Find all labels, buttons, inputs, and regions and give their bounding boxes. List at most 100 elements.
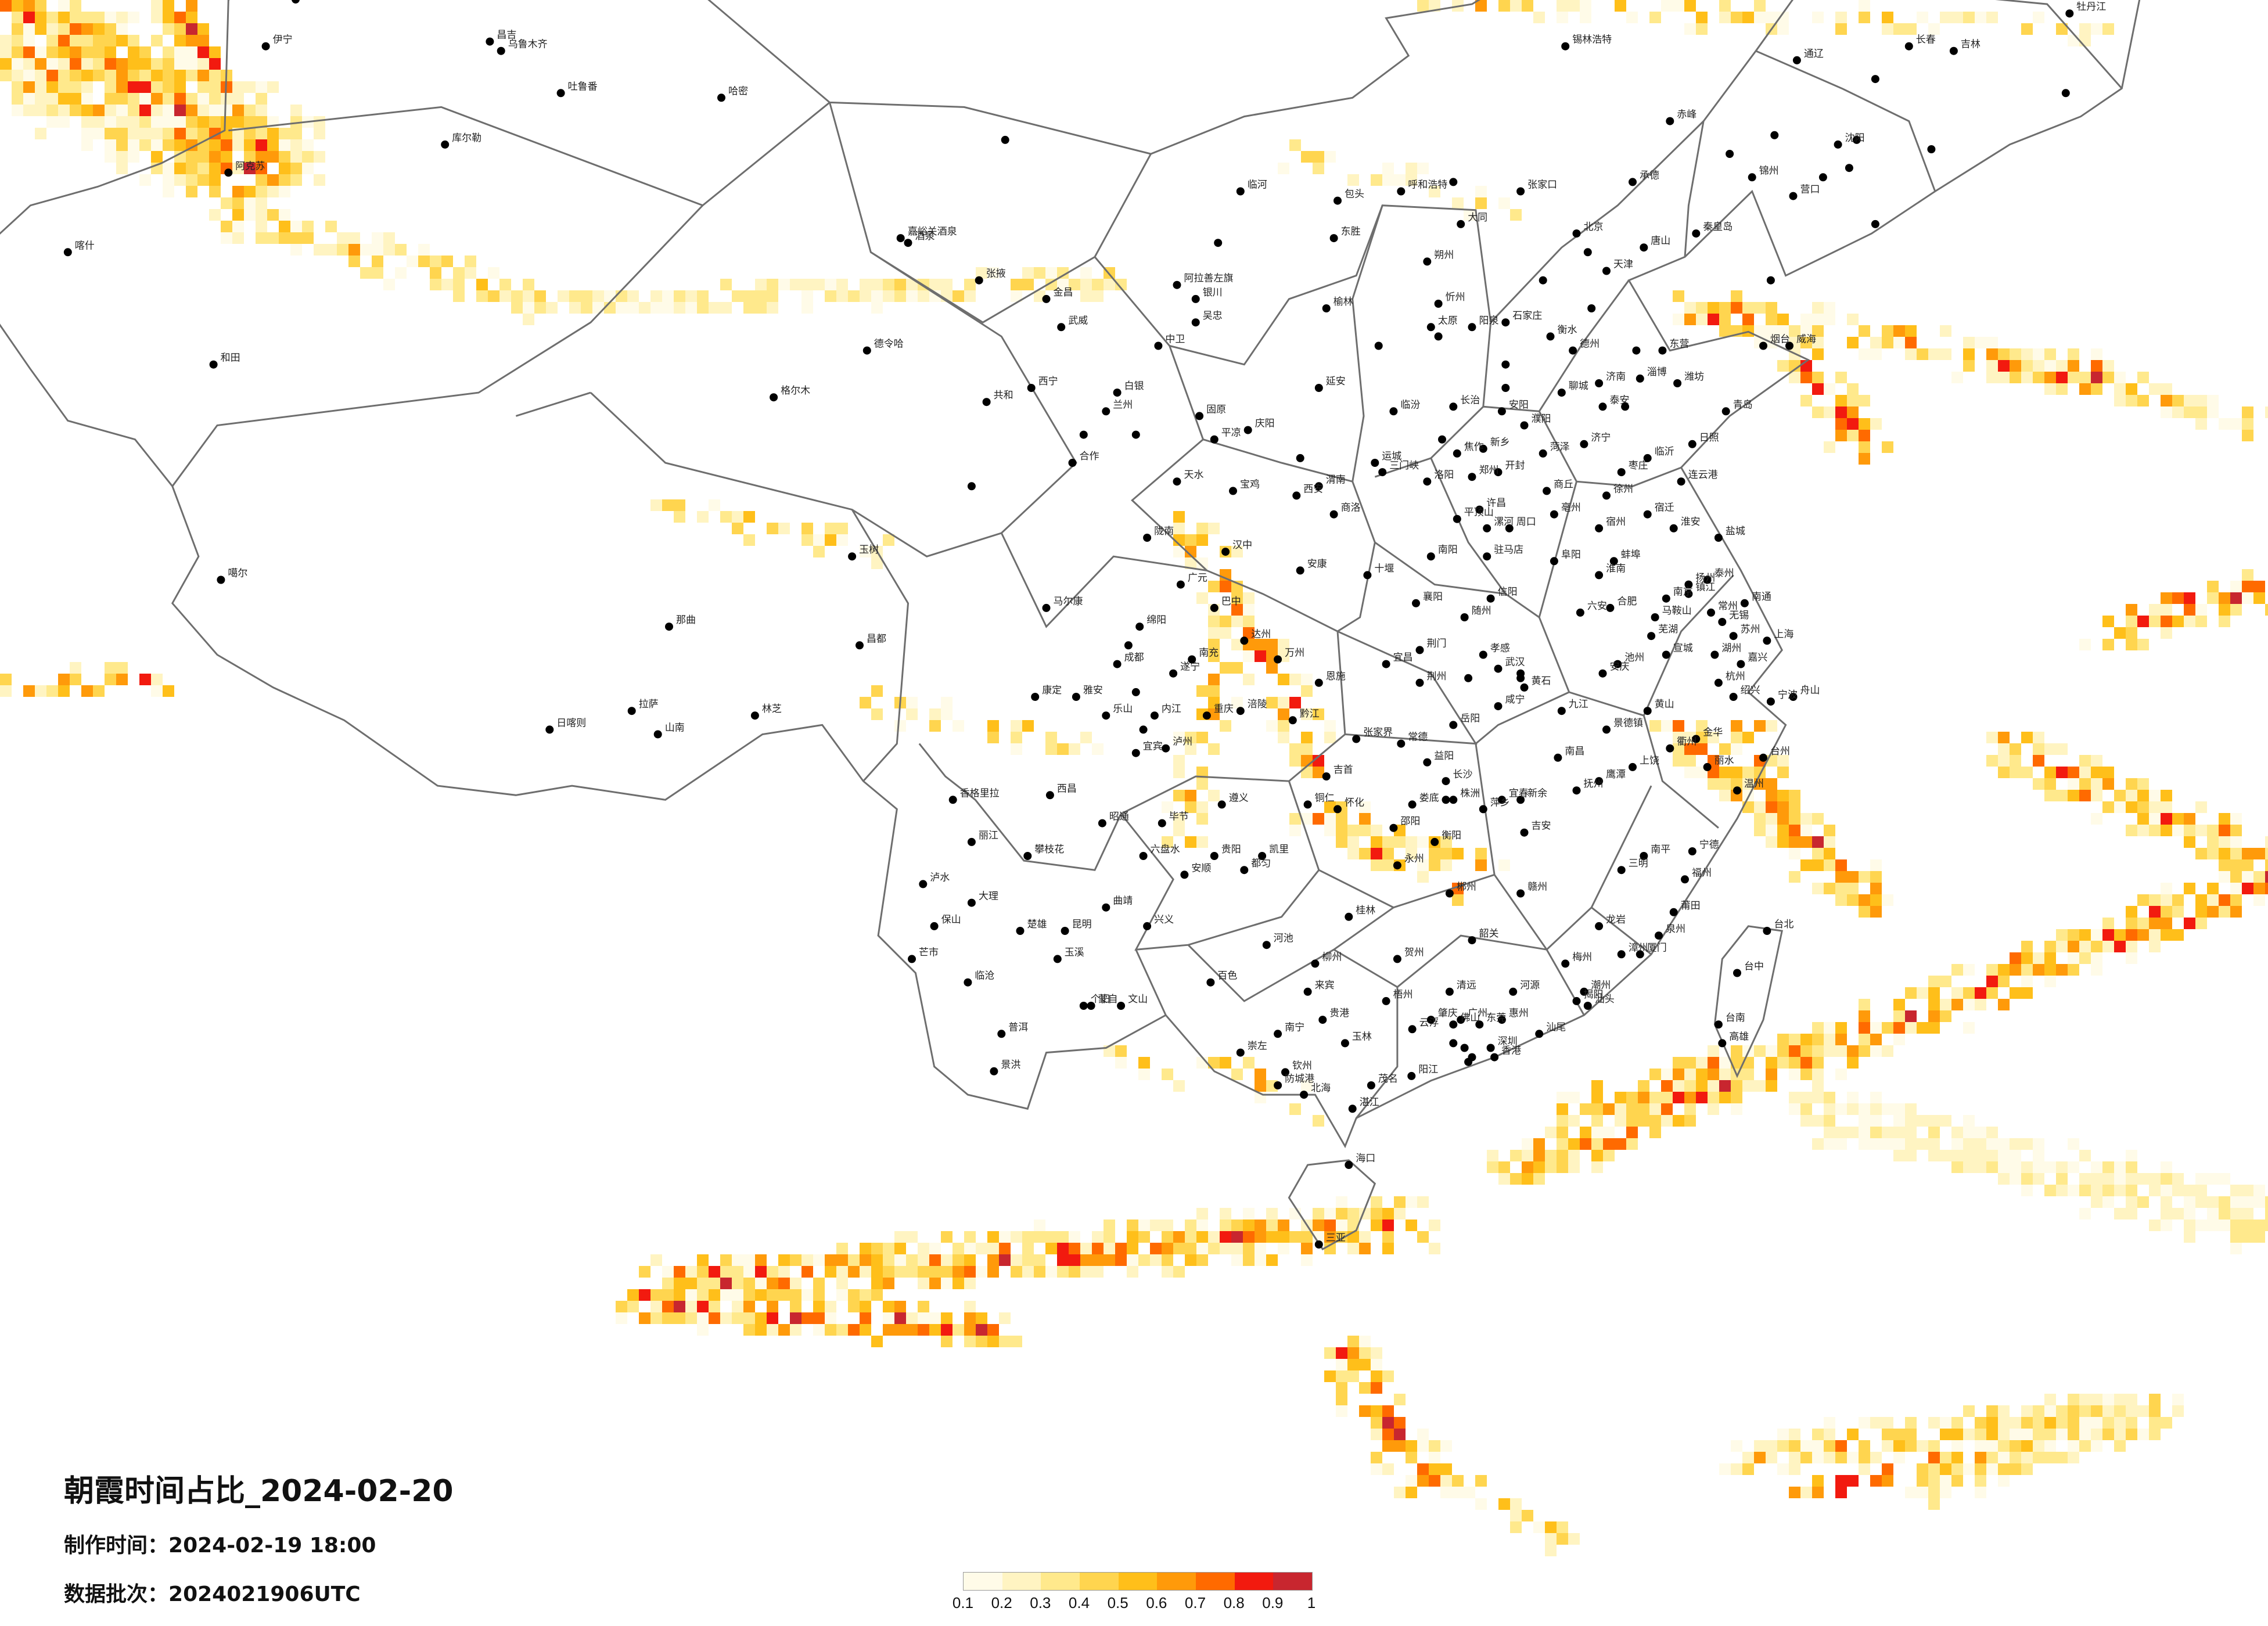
city-dot <box>1789 192 1798 200</box>
province-border <box>1187 906 1394 1002</box>
city-dot <box>209 360 218 369</box>
city-dot <box>1554 753 1562 762</box>
title-block: 朝霞时间占比_2024-02-20 制作时间：2024-02-19 18:00 … <box>64 1466 454 1607</box>
city-dot <box>1240 866 1249 875</box>
city-label: 武汉 <box>1505 657 1525 668</box>
city-dot <box>292 0 300 4</box>
city-label: 三明 <box>1629 858 1648 869</box>
city-label: 贺州 <box>1404 947 1424 958</box>
color-legend: 0.1 0.2 0.3 0.4 0.5 0.6 0.7 0.8 0.9 1 <box>953 1572 1315 1611</box>
city-label: 新余 <box>1527 787 1547 799</box>
city-label: 黄山 <box>1655 699 1674 710</box>
legend-swatch <box>1041 1573 1080 1590</box>
city-label: 昌都 <box>867 633 886 645</box>
city-label: 康定 <box>1042 685 1062 696</box>
city-dot <box>1087 1002 1095 1010</box>
city-dot <box>1710 650 1719 659</box>
city-dot <box>1027 384 1036 392</box>
made-time-value: 2024-02-19 18:00 <box>168 1534 376 1557</box>
city-label: 临汾 <box>1400 399 1420 411</box>
legend-tick: 0.3 <box>1030 1594 1051 1611</box>
city-dot <box>1031 693 1040 701</box>
city-dot <box>1457 220 1465 228</box>
city-label: 台北 <box>1774 919 1793 930</box>
city-dot <box>1629 178 1637 186</box>
city-dot <box>1647 632 1656 641</box>
city-dot <box>1818 173 1827 182</box>
city-dot <box>1210 852 1219 860</box>
city-label: 秦皇岛 <box>1703 221 1733 233</box>
city-label: 香港 <box>1501 1045 1521 1057</box>
city-label: 东莞 <box>1486 1012 1506 1024</box>
city-dot <box>1334 196 1342 205</box>
city-dot <box>1173 477 1181 486</box>
city-dot <box>1669 524 1678 533</box>
city-label: 南通 <box>1752 591 1771 603</box>
city-dot <box>1684 589 1693 598</box>
city-dot <box>1442 777 1450 786</box>
city-label: 池州 <box>1624 652 1644 664</box>
city-label: 聊城 <box>1569 380 1588 392</box>
city-dot <box>1371 459 1379 467</box>
province-border <box>1755 50 1936 192</box>
city-label: 西安 <box>1303 483 1323 495</box>
city-label: 太原 <box>1438 315 1458 326</box>
city-label: 韶关 <box>1479 928 1499 940</box>
city-dot <box>967 898 976 907</box>
city-dot <box>1543 487 1551 495</box>
city-dot <box>1113 388 1122 397</box>
city-dot <box>1180 870 1189 879</box>
city-label: 景德镇 <box>1613 717 1643 729</box>
city-dot <box>1258 852 1267 860</box>
city-dot <box>1243 426 1252 434</box>
province-border <box>228 102 831 207</box>
city-dot <box>1643 707 1652 715</box>
city-dot <box>1206 978 1215 987</box>
legend-tick: 0.4 <box>1068 1594 1090 1611</box>
city-label: 遂宁 <box>1180 661 1200 673</box>
city-label: 孝感 <box>1490 643 1510 654</box>
city-label: 梧州 <box>1393 989 1413 1001</box>
city-dot <box>1598 402 1607 411</box>
city-label: 莆田 <box>1681 900 1701 912</box>
city-dot <box>1274 1081 1282 1089</box>
city-dot <box>1169 669 1178 678</box>
legend-tick: 0.1 <box>952 1594 974 1611</box>
city-dot <box>1154 341 1163 350</box>
city-dot <box>1460 613 1469 621</box>
city-dot <box>486 37 494 46</box>
city-dot <box>1442 796 1450 804</box>
city-dot <box>1001 135 1009 144</box>
city-label: 连云港 <box>1688 469 1718 481</box>
city-dot <box>1412 599 1420 607</box>
legend-swatch <box>1234 1573 1274 1590</box>
city-label: 玉溪 <box>1065 947 1084 958</box>
city-label: 岳阳 <box>1460 713 1480 724</box>
city-dot <box>1583 248 1592 257</box>
batch-label: 数据批次： <box>64 1582 169 1606</box>
city-label: 福州 <box>1692 867 1712 879</box>
city-label: 共和 <box>994 390 1013 401</box>
city-label: 成都 <box>1124 652 1144 664</box>
city-label: 楚雄 <box>1027 919 1047 930</box>
city-label: 武威 <box>1068 315 1088 326</box>
city-label: 怀化 <box>1345 797 1364 808</box>
city-dot <box>2065 9 2074 18</box>
city-label: 惠州 <box>1509 1008 1529 1019</box>
city-dot <box>1329 234 1338 243</box>
city-dot <box>1595 922 1604 930</box>
city-dot <box>856 641 864 650</box>
city-dot <box>1475 1020 1484 1029</box>
city-dot <box>1314 1240 1323 1249</box>
city-label: 高雄 <box>1729 1031 1749 1042</box>
city-label: 西昌 <box>1057 783 1077 794</box>
city-dot <box>1561 959 1570 968</box>
city-dot <box>1449 721 1458 729</box>
province-border <box>1333 948 1399 1119</box>
city-dot <box>982 398 991 406</box>
city-dot <box>1718 618 1727 626</box>
city-dot <box>1770 131 1779 139</box>
city-label: 赤峰 <box>1677 109 1696 121</box>
city-label: 伊宁 <box>273 34 293 46</box>
city-dot <box>1666 744 1674 753</box>
